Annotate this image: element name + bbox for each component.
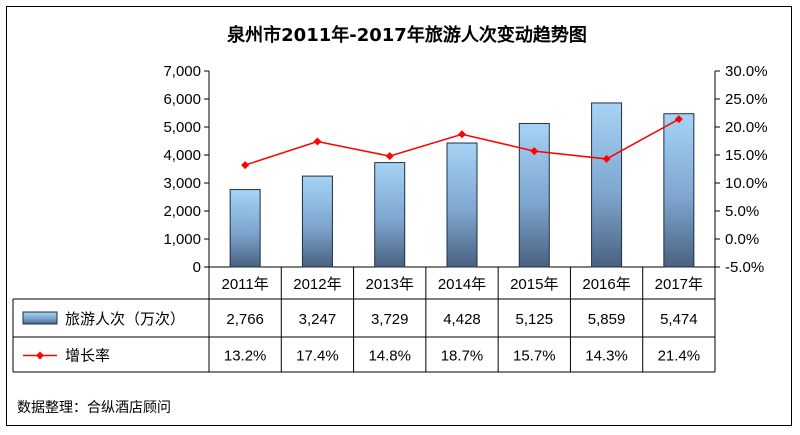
bar [301, 175, 333, 268]
line-point [674, 115, 683, 124]
line-data-label: 21.4% [658, 348, 701, 365]
chart-frame: 泉州市2011年-2017年旅游人次变动趋势图 0 1,000 2,000 3,000… [6, 6, 792, 426]
y-right-tick-label: 10.0% [725, 175, 768, 192]
bar-data-label: 3,729 [371, 311, 409, 328]
x-tick-label: 2015年 [510, 276, 558, 293]
bar [663, 113, 695, 268]
x-tick-label: 2017年 [655, 276, 703, 293]
y-right-tick-label: 25.0% [725, 91, 768, 108]
y-left-tick-label: 4,000 [163, 147, 201, 164]
x-tick-label: 2013年 [366, 276, 414, 293]
bar-data-label: 5,125 [516, 311, 554, 328]
bar [446, 142, 478, 268]
y-right-tick-label: 5.0% [725, 203, 759, 220]
bar-data-label: 5,474 [660, 311, 698, 328]
table-grid [12, 71, 716, 373]
bar-data-label: 2,766 [226, 311, 264, 328]
y-left-tick-label: 6,000 [163, 91, 201, 108]
line-point [313, 137, 322, 146]
data-table: 2011年 2012年 2013年 2014年 2015年 2016年 2017年 2,766… [22, 276, 703, 365]
source-note: 数据整理：合纵酒店顾问 [17, 400, 171, 416]
x-tick-label: 2016年 [582, 276, 630, 293]
bar [374, 162, 406, 268]
y-right-tick-label: -5.0% [725, 259, 764, 276]
y-right-tick-label: 15.0% [725, 147, 768, 164]
bar-series [229, 102, 695, 268]
line-data-label: 13.2% [224, 348, 267, 365]
line-point [458, 130, 466, 139]
y-left-tick-label: 5,000 [163, 119, 201, 136]
line-series [241, 115, 683, 170]
y-axis-right: -5.0% 0.0% 5.0% 10.0% 15.0% 20.0% 25.0% 30.0% [715, 63, 768, 276]
line-data-label: 18.7% [441, 348, 484, 365]
y-right-tick-label: 0.0% [725, 231, 759, 248]
line-data-label: 17.4% [296, 348, 339, 365]
bar-data-label: 4,428 [443, 311, 481, 328]
y-left-tick-label: 0 [193, 259, 201, 276]
legend-line-marker [36, 351, 44, 360]
y-axis-left: 0 1,000 2,000 3,000 4,000 5,000 6,000 7,000 [163, 63, 209, 276]
x-tick-label: 2012年 [293, 276, 341, 293]
bar-data-label: 3,247 [299, 311, 337, 328]
line-data-label: 14.3% [585, 348, 628, 365]
x-tick-label: 2011年 [222, 276, 269, 293]
chart-canvas: 泉州市2011年-2017年旅游人次变动趋势图 0 1,000 2,000 3,000… [12, 24, 768, 416]
line-data-label: 15.7% [513, 348, 556, 365]
bar [518, 123, 550, 268]
y-left-tick-label: 2,000 [163, 203, 201, 220]
y-left-tick-label: 7,000 [163, 63, 201, 80]
y-right-tick-label: 30.0% [725, 63, 768, 80]
y-right-tick-label: 20.0% [725, 119, 768, 136]
y-left-tick-label: 3,000 [163, 175, 201, 192]
bar [229, 189, 261, 268]
y-left-tick-label: 1,000 [163, 231, 201, 248]
line-point [530, 147, 539, 156]
legend-line-label: 增长率 [65, 347, 110, 365]
line-point [602, 154, 611, 163]
legend-bar-label: 旅游人次（万次） [65, 310, 185, 328]
bar [591, 102, 623, 268]
bar-data-label: 5,859 [588, 311, 626, 328]
line-data-label: 14.8% [368, 348, 411, 365]
x-tick-label: 2014年 [438, 276, 486, 293]
legend-bar-swatch [22, 311, 58, 325]
line-point [385, 152, 394, 161]
line-point [241, 161, 250, 170]
chart-title: 泉州市2011年-2017年旅游人次变动趋势图 [227, 24, 587, 46]
